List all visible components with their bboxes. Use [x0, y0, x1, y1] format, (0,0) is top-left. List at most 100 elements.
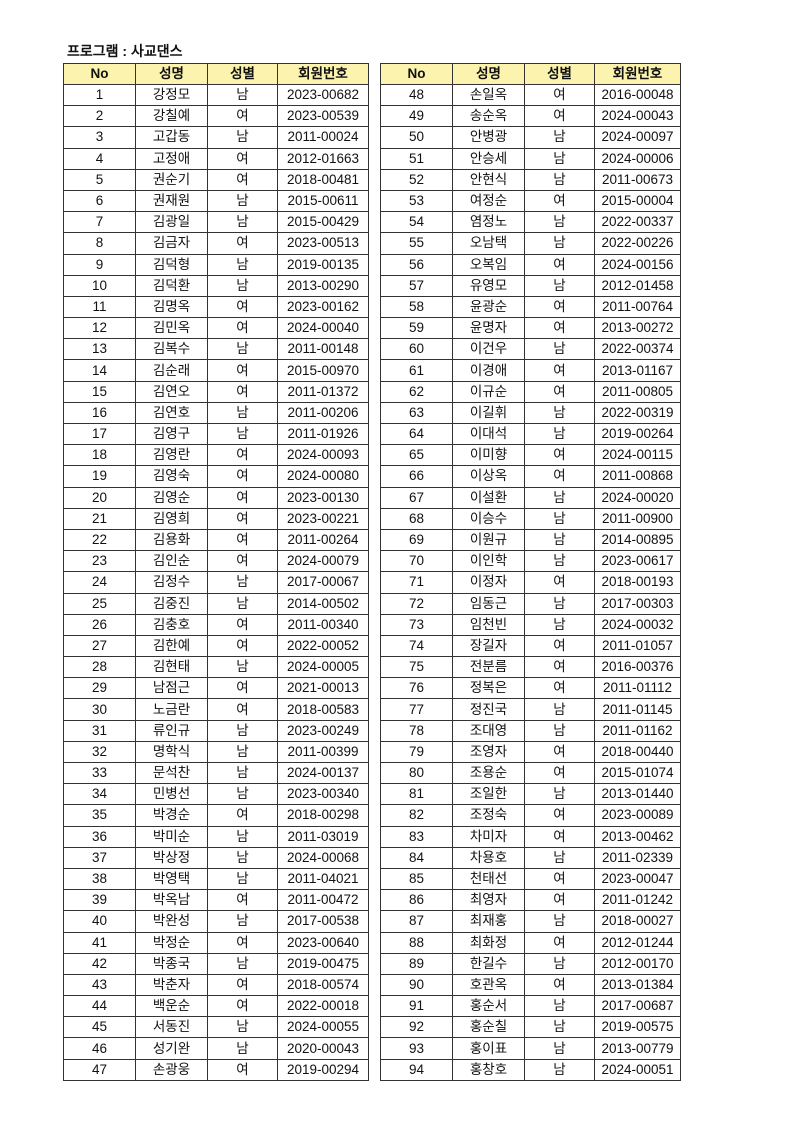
table-row: 77 정진국 남 2011-01145	[380, 698, 681, 721]
table-row: 37 박상정 남 2024-00068	[63, 846, 369, 869]
cell-member-id: 2018-00583	[277, 698, 369, 721]
cell-gender: 남	[524, 698, 595, 721]
cell-member-id: 2024-00005	[277, 656, 369, 679]
cell-gender: 남	[524, 783, 595, 806]
cell-gender: 여	[207, 698, 278, 721]
cell-member-id: 2024-00115	[594, 444, 681, 467]
cell-gender: 남	[524, 232, 595, 255]
cell-name: 이상옥	[452, 465, 525, 488]
table-row: 21 김영희 여 2023-00221	[63, 507, 369, 530]
cell-no: 16	[63, 401, 136, 425]
cell-gender: 남	[207, 910, 278, 933]
cell-member-id: 2011-00900	[594, 507, 681, 530]
cell-no: 85	[380, 867, 453, 891]
table-row: 17 김영구 남 2011-01926	[63, 422, 369, 446]
cell-gender: 여	[524, 444, 595, 467]
cell-member-id: 2013-00462	[594, 825, 681, 848]
cell-gender: 여	[524, 677, 595, 700]
cell-name: 이규순	[452, 380, 525, 403]
cell-gender: 남	[207, 422, 278, 446]
cell-name: 김영희	[135, 507, 208, 530]
cell-name: 차용호	[452, 846, 525, 869]
cell-gender: 남	[524, 401, 595, 425]
table-row: 45 서동진 남 2024-00055	[63, 1016, 369, 1039]
table-row: 73 임천빈 남 2024-00032	[380, 613, 681, 636]
cell-name: 류인규	[135, 719, 208, 742]
table-row: 40 박완성 남 2017-00538	[63, 910, 369, 933]
cell-name: 유영모	[452, 274, 525, 297]
cell-name: 김한예	[135, 634, 208, 658]
cell-no: 6	[63, 189, 136, 213]
cell-name: 김덕환	[135, 274, 208, 297]
cell-no: 60	[380, 338, 453, 361]
cell-no: 45	[63, 1016, 136, 1039]
cell-name: 홍창호	[452, 1058, 525, 1081]
cell-no: 68	[380, 507, 453, 530]
cell-name: 손일옥	[452, 83, 525, 107]
cell-no: 38	[63, 867, 136, 891]
table-row: 57 유영모 남 2012-01458	[380, 274, 681, 297]
table-row: 19 김영숙 여 2024-00080	[63, 465, 369, 488]
cell-member-id: 2018-00574	[277, 973, 369, 997]
table-row: 91 홍순서 남 2017-00687	[380, 995, 681, 1018]
cell-member-id: 2015-01074	[594, 761, 681, 785]
cell-no: 2	[63, 105, 136, 128]
cell-name: 권재원	[135, 189, 208, 213]
cell-member-id: 2022-00319	[594, 401, 681, 425]
cell-no: 51	[380, 147, 453, 170]
cell-no: 15	[63, 380, 136, 403]
cell-no: 53	[380, 189, 453, 213]
cell-member-id: 2019-00264	[594, 422, 681, 446]
cell-gender: 여	[524, 105, 595, 128]
cell-gender: 여	[524, 465, 595, 488]
cell-gender: 여	[524, 973, 595, 997]
cell-gender: 남	[207, 592, 278, 615]
cell-no: 72	[380, 592, 453, 615]
cell-no: 37	[63, 846, 136, 869]
cell-no: 80	[380, 761, 453, 785]
cell-member-id: 2023-00047	[594, 867, 681, 891]
cell-member-id: 2018-00481	[277, 168, 369, 191]
cell-name: 김복수	[135, 338, 208, 361]
cell-member-id: 2024-00068	[277, 846, 369, 869]
cell-no: 26	[63, 613, 136, 636]
cell-no: 43	[63, 973, 136, 997]
table-row: 94 홍창호 남 2024-00051	[380, 1058, 681, 1081]
cell-no: 30	[63, 698, 136, 721]
cell-member-id: 2015-00611	[277, 189, 369, 213]
cell-name: 강칠예	[135, 105, 208, 128]
cell-name: 강정모	[135, 83, 208, 107]
table-row: 87 최재홍 남 2018-00027	[380, 910, 681, 933]
member-table-left: No 성명 성별 회원번호 1 강정모 남 2023-00682 2 강칠예 여 2023-0…	[63, 63, 369, 1081]
cell-member-id: 2011-01926	[277, 422, 369, 446]
cell-name: 김중진	[135, 592, 208, 615]
cell-gender: 남	[207, 656, 278, 679]
cell-gender: 남	[524, 1058, 595, 1081]
cell-no: 75	[380, 656, 453, 679]
cell-member-id: 2024-00080	[277, 465, 369, 488]
cell-no: 94	[380, 1058, 453, 1081]
cell-name: 전분름	[452, 656, 525, 679]
cell-name: 이인학	[452, 550, 525, 573]
cell-member-id: 2012-01244	[594, 931, 681, 954]
cell-no: 88	[380, 931, 453, 954]
cell-name: 여정순	[452, 189, 525, 213]
cell-no: 28	[63, 656, 136, 679]
cell-member-id: 2024-00079	[277, 550, 369, 573]
table-row: 35 박경순 여 2018-00298	[63, 804, 369, 827]
table-row: 41 박정순 여 2023-00640	[63, 931, 369, 954]
cell-no: 39	[63, 889, 136, 912]
cell-name: 이미향	[452, 444, 525, 467]
cell-member-id: 2017-00067	[277, 571, 369, 594]
cell-member-id: 2018-00027	[594, 910, 681, 933]
cell-gender: 여	[524, 83, 595, 107]
cell-member-id: 2011-03019	[277, 825, 369, 848]
cell-name: 윤광순	[452, 295, 525, 319]
cell-gender: 남	[207, 211, 278, 234]
cell-member-id: 2023-00089	[594, 804, 681, 827]
table-row: 63 이길휘 남 2022-00319	[380, 401, 681, 425]
cell-member-id: 2017-00687	[594, 995, 681, 1018]
cell-no: 64	[380, 422, 453, 446]
cell-member-id: 2024-00043	[594, 105, 681, 128]
cell-no: 8	[63, 232, 136, 255]
